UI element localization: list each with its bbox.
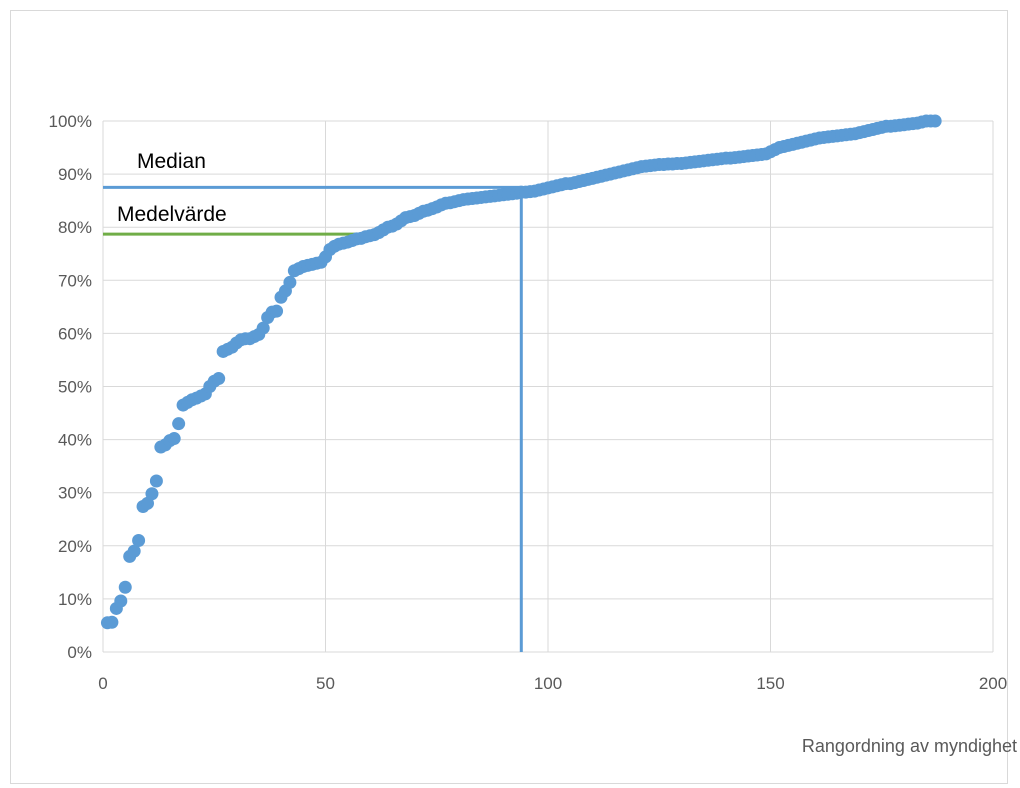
median-label: Median — [137, 150, 206, 173]
x-axis-title: Rangordning av myndighet — [802, 736, 1017, 756]
data-point — [127, 544, 141, 558]
x-tick-label: 0 — [98, 674, 107, 693]
y-tick-label: 0% — [67, 643, 92, 662]
y-tick-label: 40% — [58, 431, 92, 450]
y-tick-label: 80% — [58, 218, 92, 237]
data-point — [114, 594, 128, 608]
y-tick-label: 10% — [58, 590, 92, 609]
reference-lines — [103, 185, 523, 652]
data-point — [256, 321, 270, 335]
x-tick-label: 50 — [316, 674, 335, 693]
y-tick-label: 60% — [58, 324, 92, 343]
data-point — [118, 580, 132, 594]
data-point — [167, 432, 181, 446]
y-tick-label: 30% — [58, 484, 92, 503]
x-tick-label: 100 — [534, 674, 562, 693]
x-tick-labels: 0 50 100 150 200 — [98, 674, 1007, 693]
data-point — [149, 474, 163, 488]
data-point — [145, 487, 159, 501]
data-point — [283, 275, 297, 289]
data-point — [105, 615, 119, 629]
data-point — [132, 533, 146, 547]
mean-label: Medelvärde — [117, 203, 227, 226]
data-point — [212, 372, 226, 386]
data-point — [270, 304, 284, 318]
data-point — [928, 114, 942, 128]
y-tick-label: 50% — [58, 378, 92, 397]
y-tick-label: 20% — [58, 537, 92, 556]
chart-frame — [10, 10, 1008, 784]
data-points — [100, 114, 942, 630]
x-tick-label: 150 — [756, 674, 784, 693]
y-tick-label: 90% — [58, 165, 92, 184]
y-tick-labels: 0% 10% 20% 30% 40% 50% 60% 70% 80% 90% 100% — [49, 112, 92, 662]
y-tick-label: 100% — [49, 112, 92, 131]
gridlines — [102, 120, 994, 653]
x-tick-label: 200 — [979, 674, 1007, 693]
y-tick-label: 70% — [58, 271, 92, 290]
data-point — [172, 417, 186, 431]
